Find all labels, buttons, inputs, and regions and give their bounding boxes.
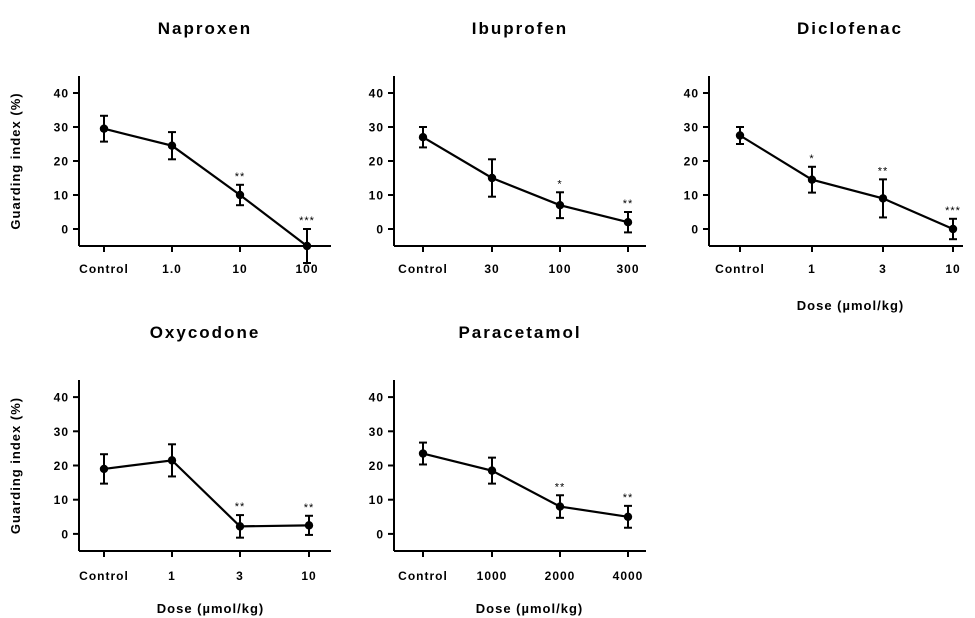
x-tick-label: Control — [79, 262, 129, 276]
x-tick-label: 1 — [808, 262, 816, 276]
data-point — [878, 194, 888, 203]
significance-marker: ** — [878, 165, 889, 177]
data-point — [235, 190, 245, 200]
x-tick-label: 30 — [484, 262, 499, 276]
chart-panel-5: Paracetamol 0 10 20 30 40 Control 1000 2000 4000 D… — [369, 323, 646, 616]
y-tick-label: 30 — [54, 425, 69, 439]
series-line — [103, 127, 308, 247]
y-tick-label: 40 — [684, 87, 699, 101]
significance-marker: ** — [623, 198, 634, 210]
data-point — [418, 449, 428, 458]
chart-panel-3: Diclofenac 0 10 20 30 40 Control 1 3 10 Dose (µmol… — [684, 19, 963, 313]
x-tick-label: 3 — [879, 262, 887, 276]
y-tick-label: 30 — [54, 121, 69, 135]
significance-marker: *** — [945, 205, 961, 217]
chart-title: Paracetamol — [458, 323, 581, 342]
data-point — [304, 521, 314, 530]
y-tick-label: 10 — [369, 493, 384, 507]
y-tick-label: 40 — [54, 391, 69, 405]
x-tick-label: 1000 — [477, 569, 508, 583]
chart-title: Naproxen — [158, 19, 252, 38]
data-point — [555, 201, 565, 210]
data-point — [735, 131, 745, 140]
y-tick-label: 0 — [61, 223, 69, 237]
data-point — [235, 522, 245, 531]
y-tick-label: 0 — [376, 223, 384, 237]
data-point — [623, 218, 633, 227]
series-line — [422, 452, 629, 518]
x-tick-label: 1 — [168, 569, 176, 583]
data-point — [623, 512, 633, 521]
y-tick-label: 10 — [684, 189, 699, 203]
chart-panel-4: Oxycodone 0 10 20 30 40 Control 1 3 10 Guarding in… — [8, 323, 331, 616]
significance-marker: ** — [235, 171, 246, 183]
x-tick-label: 1.0 — [162, 262, 182, 276]
y-tick-label: 10 — [369, 189, 384, 203]
y-tick-label: 30 — [684, 121, 699, 135]
x-axis-label: Dose (µmol/kg) — [157, 601, 264, 616]
x-tick-label: 4000 — [613, 569, 644, 583]
y-tick-label: 0 — [61, 527, 69, 541]
x-tick-label: Control — [398, 262, 448, 276]
y-tick-label: 10 — [54, 189, 69, 203]
chart-title: Oxycodone — [150, 323, 261, 342]
significance-marker: ** — [555, 481, 566, 493]
x-tick-label: 100 — [295, 262, 318, 276]
x-axis-label: Dose (µmol/kg) — [476, 601, 583, 616]
chart-title: Ibuprofen — [472, 19, 568, 38]
chart-panel-1: Naproxen 0 10 20 30 40 Control 1.0 10 100 Guarding… — [8, 19, 331, 276]
data-point — [487, 173, 497, 183]
y-tick-label: 20 — [54, 155, 69, 169]
y-tick-label: 0 — [376, 527, 384, 541]
series-line — [422, 136, 629, 224]
data-point — [807, 175, 817, 184]
chart-title: Diclofenac — [797, 19, 903, 38]
data-point — [948, 224, 958, 234]
y-tick-label: 20 — [54, 459, 69, 473]
significance-marker: ** — [304, 502, 315, 514]
y-axis-label: Guarding index (%) — [8, 92, 23, 229]
data-point — [99, 464, 109, 474]
data-point — [555, 502, 565, 511]
y-tick-label: 20 — [369, 155, 384, 169]
series-line — [739, 134, 954, 231]
x-tick-label: Control — [398, 569, 448, 583]
data-point — [418, 133, 428, 142]
data-point — [487, 466, 497, 475]
data-point — [99, 124, 109, 133]
y-tick-label: 30 — [369, 121, 384, 135]
significance-marker: ** — [235, 501, 246, 513]
x-tick-label: 2000 — [545, 569, 576, 583]
data-point — [167, 141, 177, 150]
x-tick-label: 10 — [945, 262, 960, 276]
data-point — [167, 456, 177, 465]
significance-marker: * — [809, 153, 814, 165]
y-tick-label: 20 — [369, 459, 384, 473]
x-tick-label: Control — [79, 569, 129, 583]
y-tick-label: 40 — [369, 391, 384, 405]
x-tick-label: 100 — [548, 262, 571, 276]
x-axis-label: Dose (µmol/kg) — [797, 298, 904, 313]
y-axis-label: Guarding index (%) — [8, 397, 23, 534]
data-point — [302, 241, 312, 251]
y-tick-label: 30 — [369, 425, 384, 439]
series-line — [103, 459, 310, 528]
x-tick-label: 10 — [232, 262, 247, 276]
y-tick-label: 10 — [54, 493, 69, 507]
x-tick-label: 10 — [301, 569, 316, 583]
x-tick-label: Control — [715, 262, 765, 276]
y-tick-label: 40 — [369, 87, 384, 101]
y-tick-label: 40 — [54, 87, 69, 101]
x-tick-label: 3 — [236, 569, 244, 583]
significance-marker: * — [557, 178, 562, 190]
y-tick-label: 20 — [684, 155, 699, 169]
y-tick-label: 0 — [691, 223, 699, 237]
significance-marker: *** — [299, 215, 315, 227]
significance-marker: ** — [623, 492, 634, 504]
x-tick-label: 300 — [616, 262, 639, 276]
